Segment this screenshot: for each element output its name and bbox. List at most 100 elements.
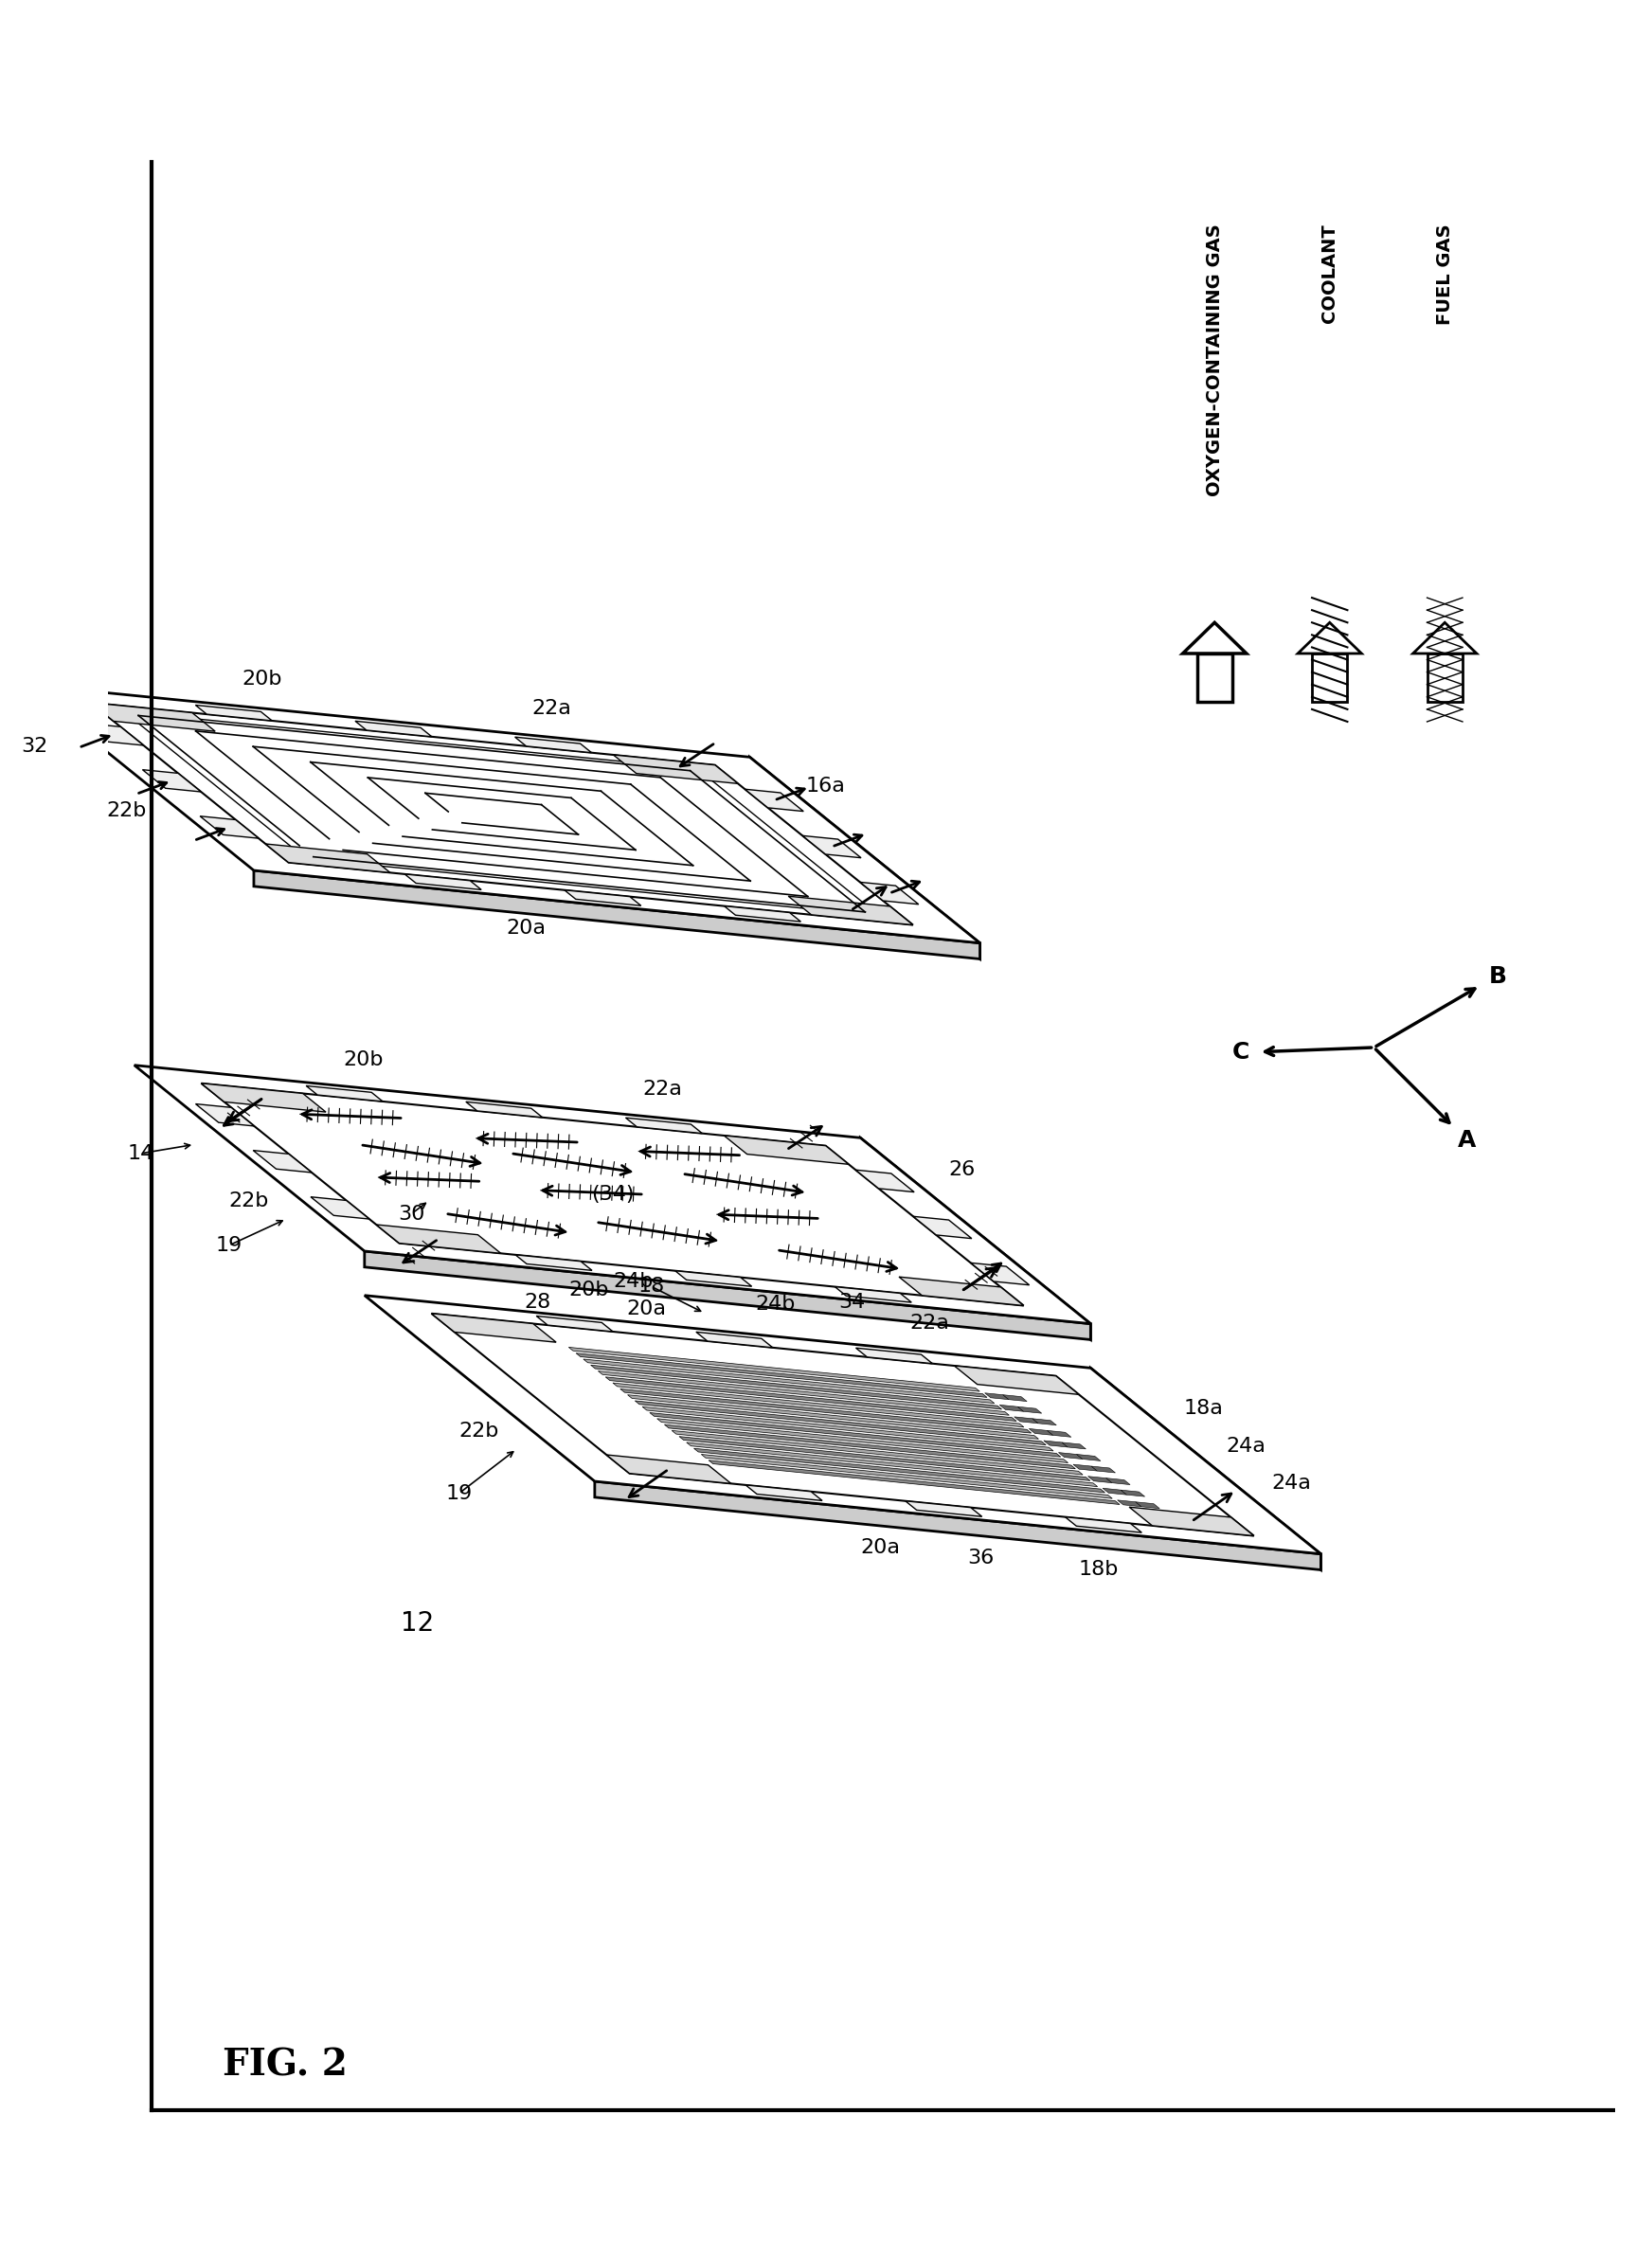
Polygon shape — [613, 1384, 1024, 1426]
Polygon shape — [306, 1086, 383, 1101]
Polygon shape — [724, 905, 801, 921]
Text: 22b: 22b — [459, 1422, 499, 1440]
Text: 20b: 20b — [568, 1280, 610, 1300]
Polygon shape — [606, 1456, 732, 1483]
Polygon shape — [1074, 1465, 1097, 1472]
Polygon shape — [999, 1404, 1024, 1411]
Text: 22a: 22a — [643, 1079, 682, 1099]
Text: 16a: 16a — [806, 776, 846, 797]
Polygon shape — [745, 790, 803, 810]
Polygon shape — [591, 1365, 1001, 1408]
Polygon shape — [253, 1151, 312, 1174]
Polygon shape — [1298, 623, 1361, 655]
Polygon shape — [1107, 1478, 1130, 1485]
Polygon shape — [311, 1196, 370, 1219]
Text: 12: 12 — [401, 1609, 434, 1636]
Polygon shape — [91, 702, 215, 731]
Polygon shape — [856, 1169, 914, 1192]
Polygon shape — [595, 1481, 1322, 1571]
Polygon shape — [466, 1101, 542, 1117]
Polygon shape — [1117, 1501, 1142, 1508]
Polygon shape — [355, 720, 431, 736]
Text: 24a: 24a — [1226, 1435, 1265, 1456]
Polygon shape — [788, 896, 914, 925]
Polygon shape — [672, 1431, 1082, 1474]
Polygon shape — [856, 1347, 932, 1363]
Text: 18b: 18b — [1079, 1560, 1118, 1578]
Text: 20b: 20b — [344, 1050, 383, 1070]
Text: 20b: 20b — [241, 670, 282, 688]
Polygon shape — [195, 1104, 254, 1126]
Polygon shape — [724, 1135, 849, 1165]
Text: 28: 28 — [524, 1293, 552, 1311]
Polygon shape — [84, 722, 144, 745]
Polygon shape — [1312, 655, 1348, 702]
Polygon shape — [515, 738, 591, 752]
Polygon shape — [861, 1138, 1090, 1341]
Polygon shape — [537, 1316, 613, 1332]
Polygon shape — [676, 1271, 752, 1286]
Polygon shape — [620, 1388, 1031, 1433]
Polygon shape — [985, 1393, 1009, 1399]
Text: 18: 18 — [638, 1277, 664, 1296]
Polygon shape — [709, 1460, 1120, 1505]
Polygon shape — [202, 1083, 325, 1113]
Text: A: A — [1459, 1128, 1477, 1151]
Polygon shape — [1044, 1440, 1067, 1447]
Polygon shape — [365, 1296, 1322, 1553]
Polygon shape — [679, 1435, 1090, 1481]
Polygon shape — [1120, 1490, 1145, 1496]
Polygon shape — [365, 1250, 1090, 1341]
Text: 36: 36 — [968, 1548, 995, 1569]
Polygon shape — [1102, 1487, 1127, 1494]
Polygon shape — [695, 1332, 773, 1347]
Polygon shape — [1412, 623, 1477, 655]
Text: 22a: 22a — [910, 1314, 950, 1332]
Polygon shape — [914, 1217, 971, 1239]
Text: 20a: 20a — [626, 1300, 666, 1318]
Polygon shape — [971, 1264, 1029, 1284]
Polygon shape — [899, 1277, 1024, 1305]
Polygon shape — [1089, 1476, 1112, 1483]
Text: (34): (34) — [591, 1185, 634, 1203]
Text: 14: 14 — [127, 1144, 155, 1162]
Text: 32: 32 — [21, 736, 48, 756]
Text: COOLANT: COOLANT — [1320, 223, 1338, 323]
Polygon shape — [1066, 1517, 1142, 1533]
Polygon shape — [565, 889, 641, 905]
Polygon shape — [577, 1354, 986, 1397]
Polygon shape — [694, 1449, 1105, 1492]
Polygon shape — [1032, 1420, 1056, 1424]
Polygon shape — [861, 882, 919, 905]
Polygon shape — [1090, 1368, 1322, 1571]
Polygon shape — [649, 1413, 1061, 1456]
Text: 30: 30 — [398, 1205, 425, 1223]
Polygon shape — [1092, 1467, 1115, 1474]
Text: 22a: 22a — [532, 700, 572, 718]
Polygon shape — [568, 1347, 980, 1390]
Text: FIG. 2: FIG. 2 — [223, 2047, 349, 2083]
Polygon shape — [1135, 1501, 1160, 1508]
Polygon shape — [1018, 1406, 1042, 1413]
Polygon shape — [687, 1442, 1097, 1487]
Polygon shape — [1059, 1454, 1082, 1458]
Text: OXYGEN-CONTAINING GAS: OXYGEN-CONTAINING GAS — [1206, 223, 1224, 497]
Polygon shape — [431, 1314, 557, 1343]
Polygon shape — [91, 702, 914, 925]
Polygon shape — [613, 754, 738, 783]
Polygon shape — [606, 1377, 1016, 1422]
Text: 24b: 24b — [755, 1293, 795, 1314]
Text: 24a: 24a — [1272, 1474, 1312, 1492]
Polygon shape — [254, 871, 980, 959]
Text: 19: 19 — [215, 1237, 243, 1255]
Polygon shape — [1130, 1508, 1254, 1535]
Polygon shape — [583, 1359, 995, 1404]
Polygon shape — [803, 835, 861, 858]
Polygon shape — [134, 1065, 1090, 1323]
Polygon shape — [700, 1454, 1112, 1499]
Text: C: C — [1232, 1040, 1249, 1063]
Polygon shape — [377, 1226, 501, 1253]
Polygon shape — [634, 1402, 1046, 1444]
Text: 26: 26 — [948, 1160, 976, 1178]
Polygon shape — [955, 1365, 1079, 1395]
